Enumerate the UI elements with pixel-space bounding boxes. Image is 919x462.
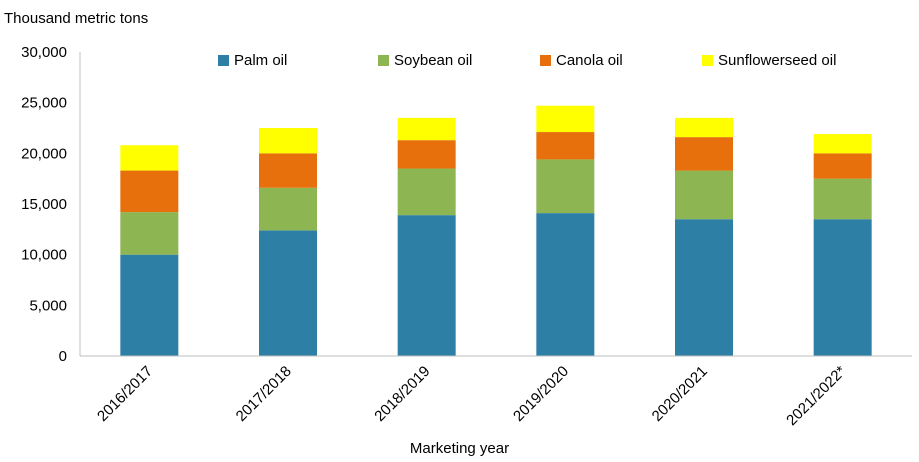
- bar-segment-soybean-oil: [120, 212, 179, 255]
- legend-item-canola-oil: Canola oil: [540, 48, 623, 72]
- bar-segment-canola-oil: [536, 132, 595, 160]
- x-tick-label: 2016/2017: [94, 363, 156, 425]
- legend-swatch-sunflowerseed-oil: [702, 54, 713, 66]
- legend-swatch-soybean-oil: [378, 54, 389, 66]
- x-tick-label: 2021/2022*: [783, 363, 849, 429]
- legend-label-palm-oil: Palm oil: [234, 51, 288, 69]
- bar-segment-palm-oil: [536, 213, 595, 356]
- bar-segment-soybean-oil: [259, 187, 317, 231]
- legend-swatch-palm-oil: [218, 54, 229, 66]
- bar-segment-palm-oil: [675, 219, 733, 356]
- bar-segment-palm-oil: [259, 230, 317, 356]
- bar-segment-soybean-oil: [397, 168, 456, 216]
- legend-item-soybean-oil: Soybean oil: [378, 48, 472, 72]
- y-tick-label: 20,000: [21, 145, 67, 162]
- y-tick-label: 25,000: [21, 95, 67, 112]
- bar-segment-soybean-oil: [675, 170, 733, 220]
- bar-segment-sunflowerseed-oil: [259, 128, 317, 154]
- chart-legend: Palm oil Soybean oil Canola oil Sunflowe…: [218, 48, 878, 72]
- y-tick-label: 15,000: [21, 196, 67, 213]
- x-tick-label: 2019/2020: [510, 363, 572, 425]
- x-axis-title: Marketing year: [409, 440, 510, 457]
- y-tick-label: 0: [59, 348, 67, 365]
- bar-segment-sunflowerseed-oil: [397, 117, 456, 141]
- legend-swatch-canola-oil: [540, 54, 551, 66]
- y-axis-unit-label: Thousand metric tons: [4, 10, 149, 27]
- bar-segment-sunflowerseed-oil: [675, 117, 733, 138]
- bar-segment-canola-oil: [397, 140, 456, 169]
- x-tick-label: 2017/2018: [233, 363, 295, 425]
- bar-segment-canola-oil: [259, 153, 317, 188]
- y-tick-label: 5,000: [29, 297, 67, 314]
- bar-segment-canola-oil: [813, 153, 872, 179]
- bar-segment-palm-oil: [120, 254, 179, 356]
- bar-segment-soybean-oil: [536, 159, 595, 214]
- bar-segment-soybean-oil: [813, 178, 872, 220]
- bar-segment-sunflowerseed-oil: [536, 105, 595, 133]
- y-tick-label: 10,000: [21, 247, 67, 264]
- legend-item-palm-oil: Palm oil: [218, 48, 287, 72]
- x-tick-label: 2020/2021: [649, 363, 711, 425]
- bar-segment-canola-oil: [120, 170, 179, 213]
- bar-segment-palm-oil: [397, 215, 456, 356]
- legend-label-soybean-oil: Soybean oil: [394, 51, 473, 69]
- x-tick-label: 2018/2019: [371, 363, 433, 425]
- bar-segment-palm-oil: [813, 219, 872, 356]
- legend-label-canola-oil: Canola oil: [556, 51, 623, 69]
- bar-segment-canola-oil: [675, 137, 733, 171]
- legend-item-sunflowerseed-oil: Sunflowerseed oil: [702, 48, 836, 72]
- legend-label-sunflowerseed-oil: Sunflowerseed oil: [718, 51, 837, 69]
- bar-segment-sunflowerseed-oil: [120, 145, 179, 171]
- bar-segment-sunflowerseed-oil: [813, 134, 872, 154]
- y-tick-label: 30,000: [21, 44, 67, 61]
